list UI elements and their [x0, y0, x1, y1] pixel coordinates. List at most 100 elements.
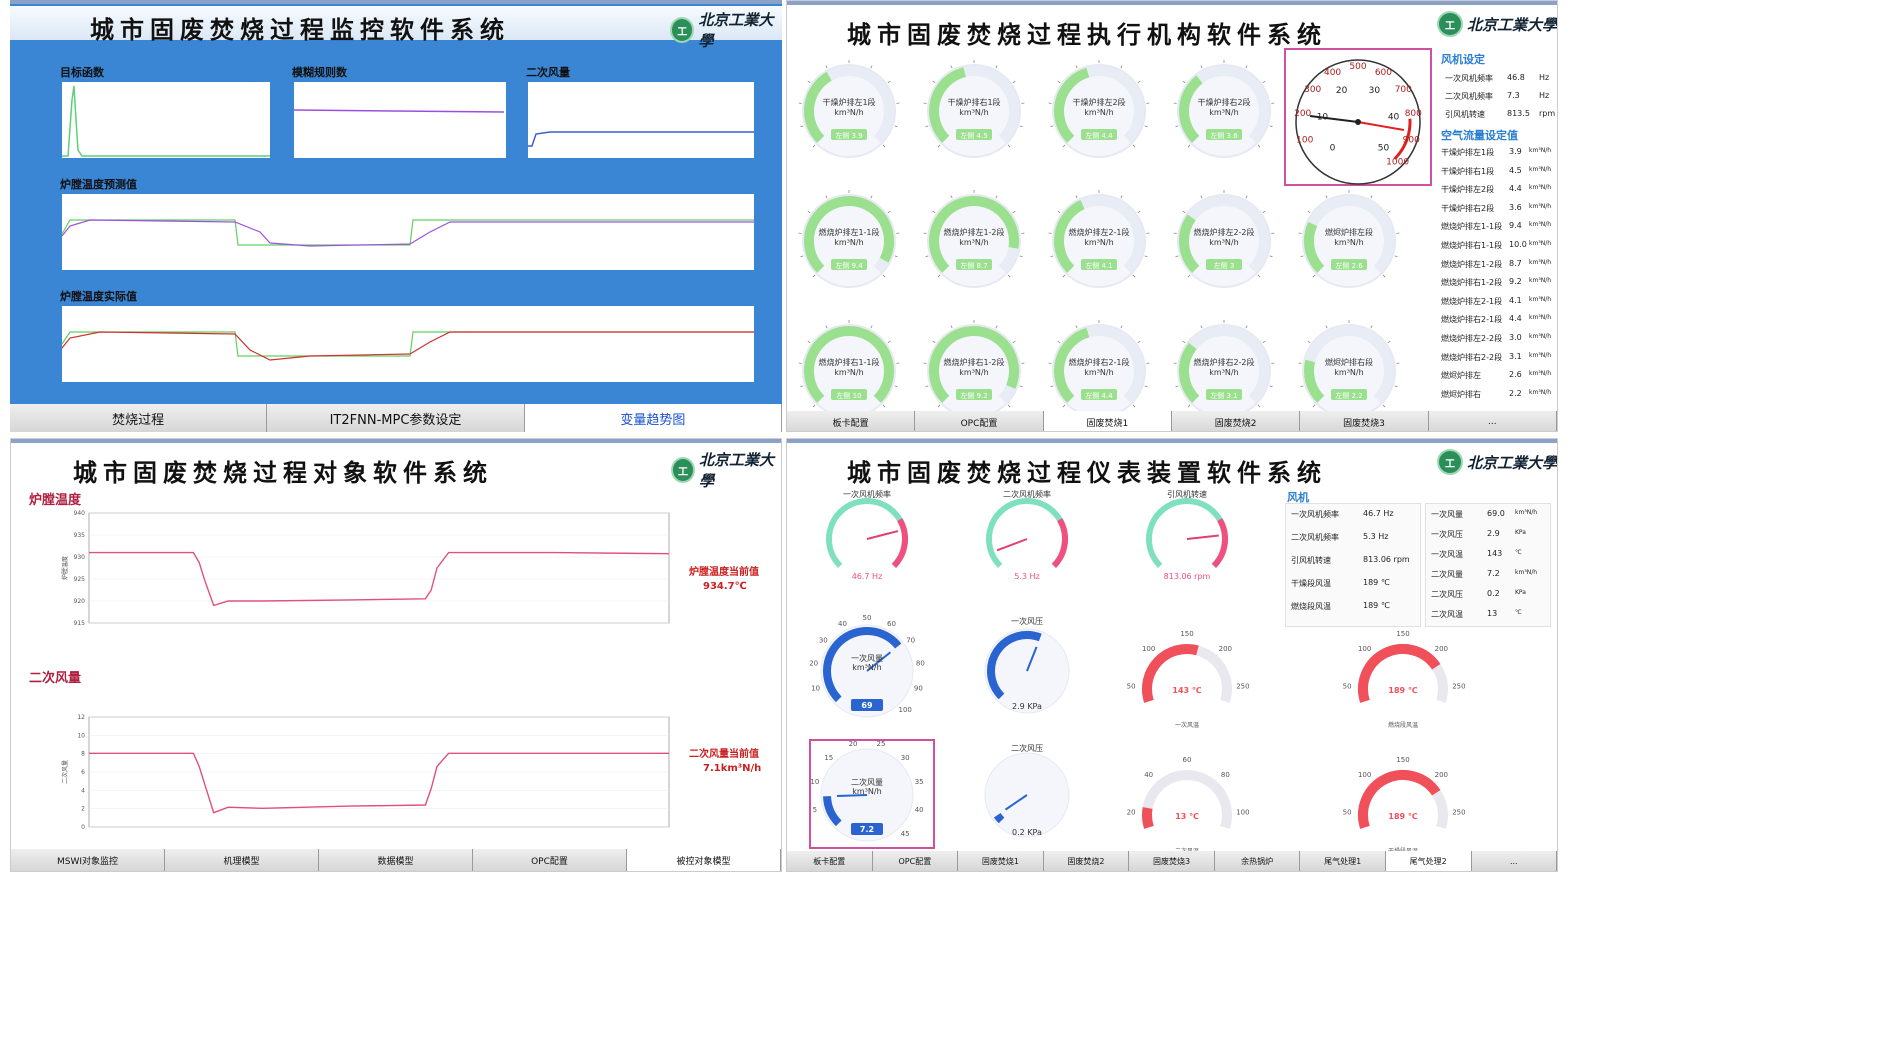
fan-unit: Hz [1539, 91, 1550, 100]
gauge-value-badge [1331, 389, 1367, 400]
gauge-face [1177, 324, 1271, 411]
objective-line [62, 85, 270, 157]
tab-fluegas-2[interactable]: 尾气处理2 [1385, 851, 1472, 871]
chart-label-secondary-air: 二次风量 [526, 66, 570, 79]
tab-waste-3[interactable]: 固废焚烧3 [1300, 411, 1429, 431]
air-unit: km³N/h [1529, 202, 1552, 210]
red-gauge: 20 40 60 80 100 13 ℃ 二次风温 [1127, 756, 1250, 851]
gauge-tick-label: 35 [915, 778, 924, 786]
tab-incineration[interactable]: 焚烧过程 [10, 404, 268, 432]
tab-waste-1[interactable]: 固废焚烧1 [958, 851, 1044, 871]
gauge-tick [1012, 80, 1016, 84]
gauge-value-badge [1081, 129, 1117, 140]
actuator-window: 城市固废焚烧过程执行机构软件系统 工 北京工業大學 干燥炉排左1段 km³N/h 左… [786, 0, 1558, 432]
actual-red [61, 331, 754, 361]
gauge-caption: 一次风温 [1175, 721, 1199, 729]
logo-script: 北京工業大學 [1467, 453, 1558, 472]
chart-rules-plot [294, 82, 506, 158]
tab-waste-2[interactable]: 固废焚烧2 [1043, 851, 1130, 871]
air-value: 3.6 [1509, 202, 1522, 212]
tab-boiler[interactable]: 余热锅炉 [1214, 851, 1301, 871]
tab-mechanism-model[interactable]: 机理模型 [165, 849, 319, 871]
gauge-value-badge [1206, 129, 1242, 140]
gauge-value: 左侧 9.2 [960, 391, 987, 400]
gauge-tick [1325, 195, 1328, 199]
gauge-tick [1312, 274, 1316, 278]
tab-card-config[interactable]: 板卡配置 [787, 411, 916, 431]
dial-hub [1355, 119, 1361, 125]
gauge-tick-label: 100 [1236, 808, 1249, 816]
q2-tabbar: 板卡配置 OPC配置 固废焚烧1 固废焚烧2 固废焚烧3 ... [787, 411, 1557, 431]
meter-value: 5.3 Hz [1014, 572, 1039, 581]
gauge-tick [1387, 340, 1391, 344]
gauge-tick-label: 70 [906, 636, 915, 644]
gauge-tick [950, 195, 953, 199]
air-unit: km³N/h [1529, 295, 1552, 303]
air-value: 4.1 [1509, 295, 1522, 305]
q4-tabbar: 板卡配置 OPC配置 固废焚烧1 固废焚烧2 固废焚烧3 余热锅炉 尾气处理1 … [787, 851, 1557, 871]
gauge-tick [1075, 195, 1078, 199]
gauge-value: 左侧 4.4 [1085, 131, 1113, 140]
tab-mswi-monitor[interactable]: MSWI对象监控 [11, 849, 165, 871]
tab-more[interactable]: ... [1471, 851, 1557, 871]
q1-tabbar: 焚烧过程 IT2FNN-MPC参数设定 变量趋势图 [10, 404, 782, 432]
gauge-tick [1050, 125, 1054, 128]
gauge-tick [1257, 274, 1261, 278]
fan-value: 5.3 Hz [1363, 532, 1389, 541]
tab-waste-3[interactable]: 固废焚烧3 [1129, 851, 1215, 871]
air-unit: km³N/h [1529, 147, 1552, 154]
tab-trends[interactable]: 变量趋势图 [524, 404, 782, 432]
tab-controlled-model[interactable]: 被控对象模型 [627, 849, 781, 871]
gauge-tick-label: 250 [1452, 682, 1465, 690]
tab-data-model[interactable]: 数据模型 [319, 849, 473, 871]
tab-params[interactable]: IT2FNN-MPC参数设定 [267, 404, 525, 432]
gauge-tick [1007, 274, 1011, 278]
dial-inner-tick: 40 [1388, 112, 1400, 122]
gauge-tick [1245, 325, 1248, 329]
emblem-icon: 工 [670, 17, 695, 43]
trend-y-tick: 930 [74, 554, 86, 561]
gauge-tick [894, 125, 898, 128]
gauge-tick [1137, 80, 1141, 84]
gauge-face [1052, 64, 1146, 158]
gauge-label: 一次风压 [1011, 616, 1043, 626]
gauge-tick-label: 5 [813, 806, 817, 814]
gauge-tick [1019, 255, 1023, 258]
gauge-caption: 二次风温 [1175, 847, 1199, 851]
gauge-face [1177, 194, 1271, 288]
window-titlebar [787, 439, 1557, 443]
meter-label: 二次风机频率 [1003, 489, 1051, 499]
trend-y-tick: 915 [74, 620, 86, 627]
tab-opc-config[interactable]: OPC配置 [915, 411, 1044, 431]
chart-label-objective: 目标函数 [60, 66, 104, 79]
tab-more[interactable]: ... [1428, 411, 1557, 431]
blue-gauge: 二次风压 0.2 KPa [984, 743, 1070, 838]
gauge-tick-label: 250 [1236, 682, 1249, 690]
blue-gauge: 一次风压 2.9 KPa [984, 616, 1070, 714]
tab-opc[interactable]: OPC配置 [473, 849, 627, 871]
air-name: 燃烧炉排左1-2段 [1441, 259, 1503, 269]
gauge-face [802, 324, 896, 411]
meter-value: 813.06 rpm [1164, 572, 1211, 581]
q3-tabbar: MSWI对象监控 机理模型 数据模型 OPC配置 被控对象模型 [11, 849, 781, 871]
trend-y-tick: 6 [81, 769, 85, 776]
tab-waste-2[interactable]: 固废焚烧2 [1171, 411, 1301, 431]
gauge-tick [1269, 255, 1273, 258]
gauge-tick [1062, 144, 1066, 148]
predicted-purple [61, 219, 754, 247]
gauge-unit: km³N/h [1084, 368, 1113, 377]
gauge-label: 燃烧炉排左1-1段 [818, 227, 879, 237]
tab-waste-1[interactable]: 固废焚烧1 [1043, 411, 1172, 431]
tab-opc-config[interactable]: OPC配置 [872, 851, 959, 871]
gauge-face [1052, 324, 1146, 411]
tab-card-config[interactable]: 板卡配置 [787, 851, 873, 871]
fan-value: 189 ℃ [1363, 578, 1390, 587]
tab-fluegas-1[interactable]: 尾气处理1 [1300, 851, 1386, 871]
gauge-tick-label: 60 [887, 620, 896, 628]
gauge-label: 燃烧炉排右1-1段 [818, 357, 879, 367]
meter-needle [996, 538, 1028, 552]
monitoring-window: 城市固废焚烧过程监控软件系统 工 北京工業大學 目标函数 模糊规则数 二次风量 … [10, 0, 782, 432]
